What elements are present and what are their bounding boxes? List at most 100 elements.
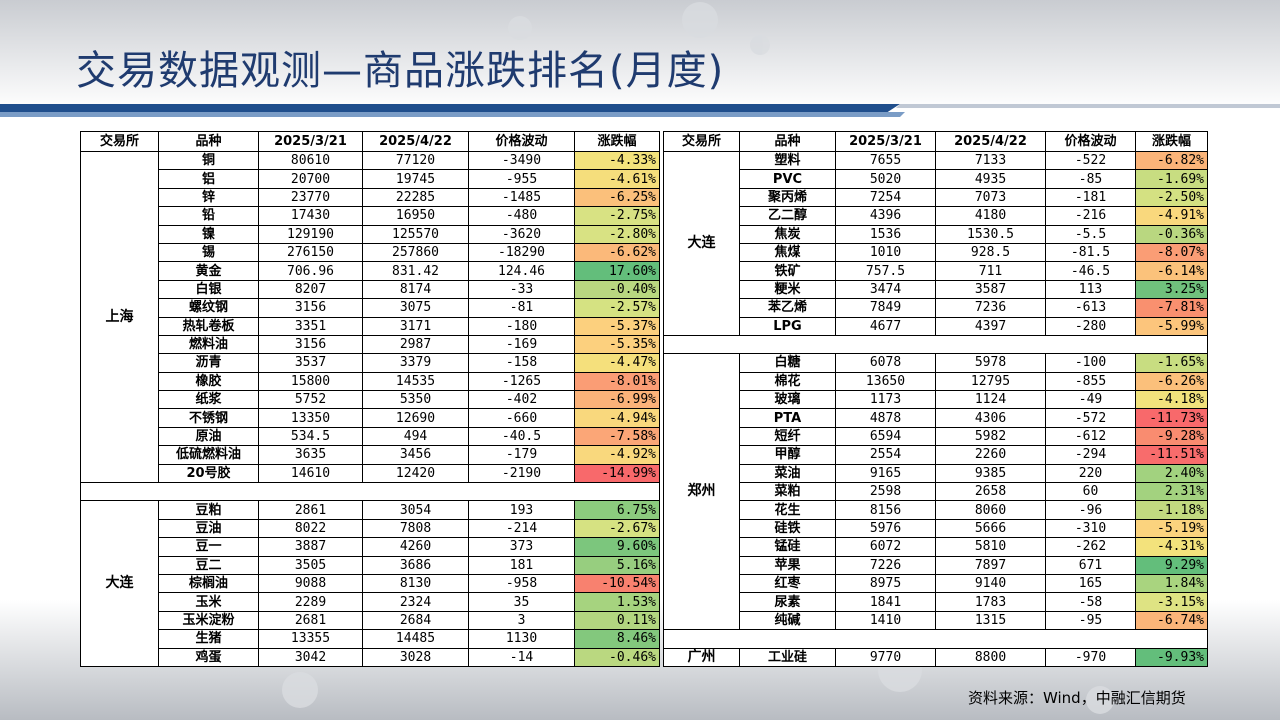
price-diff-cell: -180 xyxy=(468,316,575,336)
price-date2-cell: 3171 xyxy=(362,316,469,336)
price-date2-cell: 5810 xyxy=(935,537,1046,557)
price-date1-cell: 3351 xyxy=(258,316,363,336)
product-cell: 豆二 xyxy=(158,555,259,575)
table-row: 沥青 3537 3379 -158 -4.47% xyxy=(81,353,660,373)
price-date1-cell: 13650 xyxy=(835,371,936,392)
product-cell: 红枣 xyxy=(739,573,836,594)
product-cell: 铅 xyxy=(158,206,259,226)
product-cell: 粳米 xyxy=(739,279,836,300)
price-date2-cell: 4260 xyxy=(362,537,469,557)
price-diff-cell: -169 xyxy=(468,334,575,355)
table-header-row: 交易所 品种 2025/3/21 2025/4/22 价格波动 涨跌幅 xyxy=(80,131,660,152)
header-product: 品种 xyxy=(739,131,836,152)
price-date1-cell: 7254 xyxy=(835,187,936,208)
price-date1-cell: 8156 xyxy=(835,500,936,520)
table-row: 大连 豆粕 2861 3054 193 6.75% xyxy=(80,500,660,667)
table-row: 苹果 7226 7897 671 9.29% xyxy=(664,555,1208,575)
price-diff-cell: -310 xyxy=(1045,518,1136,539)
price-date2-cell: 3686 xyxy=(362,555,469,575)
price-diff-cell: -158 xyxy=(468,353,575,373)
price-diff-cell: -49 xyxy=(1045,390,1136,410)
table-row: 铁矿 757.5 711 -46.5 -6.14% xyxy=(664,261,1208,281)
product-cell: 菜油 xyxy=(739,463,836,484)
header-pct: 涨跌幅 xyxy=(574,131,660,152)
change-pct-cell: -4.31% xyxy=(1135,537,1208,557)
change-pct-cell: -9.28% xyxy=(1135,426,1208,447)
price-diff-cell: 124.46 xyxy=(468,261,575,281)
product-cell: 白银 xyxy=(158,279,259,300)
price-date1-cell: 1410 xyxy=(835,610,936,631)
product-cell: 镍 xyxy=(158,224,259,244)
price-date2-cell: 2987 xyxy=(362,334,469,355)
price-date1-cell: 534.5 xyxy=(258,426,363,447)
price-diff-cell: -2190 xyxy=(468,463,575,484)
table-row: 生猪 13355 14485 1130 8.46% xyxy=(81,629,660,649)
product-cell: 20号胶 xyxy=(158,463,259,484)
product-cell: 玉米淀粉 xyxy=(158,610,259,631)
change-pct-cell: -4.47% xyxy=(574,353,660,373)
table-row: 橡胶 15800 14535 -1265 -8.01% xyxy=(81,371,660,392)
price-date2-cell: 3379 xyxy=(362,353,469,373)
price-date1-cell: 8975 xyxy=(835,573,936,594)
price-date2-cell: 2658 xyxy=(935,482,1046,502)
table-row: 20号胶 14610 12420 -2190 -14.99% xyxy=(81,463,660,484)
price-diff-cell: -480 xyxy=(468,206,575,226)
exchange-cell: 大连 xyxy=(663,151,740,336)
product-cell: 棕榈油 xyxy=(158,573,259,594)
price-date1-cell: 3635 xyxy=(258,445,363,465)
price-date2-cell: 257860 xyxy=(362,242,469,263)
price-diff-cell: -214 xyxy=(468,518,575,539)
table-row: 棕榈油 9088 8130 -958 -10.54% xyxy=(81,573,660,594)
price-date2-cell: 5978 xyxy=(935,353,1046,373)
table-row: 锡 276150 257860 -18290 -6.62% xyxy=(81,242,660,263)
change-pct-cell: -5.19% xyxy=(1135,518,1208,539)
price-date1-cell: 20700 xyxy=(258,169,363,189)
right-commodity-table: 交易所 品种 2025/3/21 2025/4/22 价格波动 涨跌幅 大连 塑料… xyxy=(663,131,1208,667)
price-diff-cell: -958 xyxy=(468,573,575,594)
change-pct-cell: 1.84% xyxy=(1135,573,1208,594)
product-cell: 锡 xyxy=(158,242,259,263)
price-date1-cell: 3887 xyxy=(258,537,363,557)
price-date2-cell: 1124 xyxy=(935,390,1046,410)
table-row: 豆油 8022 7808 -214 -2.67% xyxy=(81,518,660,539)
price-date1-cell: 706.96 xyxy=(258,261,363,281)
price-date2-cell: 5982 xyxy=(935,426,1046,447)
price-date2-cell: 1315 xyxy=(935,610,1046,631)
price-diff-cell: -613 xyxy=(1045,298,1136,318)
change-pct-cell: -0.46% xyxy=(574,647,660,667)
change-pct-cell: -2.57% xyxy=(574,298,660,318)
price-diff-cell: -181 xyxy=(1045,187,1136,208)
table-row: 菜粕 2598 2658 60 2.31% xyxy=(664,482,1208,502)
price-date1-cell: 4677 xyxy=(835,316,936,336)
price-date2-cell: 3456 xyxy=(362,445,469,465)
product-cell: 豆一 xyxy=(158,537,259,557)
change-pct-cell: -6.82% xyxy=(1135,150,1208,171)
product-cell: 纯碱 xyxy=(739,610,836,631)
change-pct-cell: -7.58% xyxy=(574,426,660,447)
product-cell: 锌 xyxy=(158,187,259,208)
change-pct-cell: -9.93% xyxy=(1135,647,1208,667)
price-date1-cell: 9770 xyxy=(835,647,936,667)
price-diff-cell: -1265 xyxy=(468,371,575,392)
change-pct-cell: -7.81% xyxy=(1135,298,1208,318)
price-diff-cell: -33 xyxy=(468,279,575,300)
change-pct-cell: -6.25% xyxy=(574,187,660,208)
price-date1-cell: 2554 xyxy=(835,445,936,465)
table-row: 铝 20700 19745 -955 -4.61% xyxy=(81,169,660,189)
change-pct-cell: -6.14% xyxy=(1135,261,1208,281)
product-cell: 铜 xyxy=(158,150,259,171)
price-diff-cell: 220 xyxy=(1045,463,1136,484)
table-row: 焦炭 1536 1530.5 -5.5 -0.36% xyxy=(664,224,1208,244)
header-pct: 涨跌幅 xyxy=(1135,131,1208,152)
price-diff-cell: -660 xyxy=(468,408,575,428)
price-diff-cell: -85 xyxy=(1045,169,1136,189)
price-date2-cell: 125570 xyxy=(362,224,469,244)
product-cell: 短纤 xyxy=(739,426,836,447)
header-product: 品种 xyxy=(158,131,259,152)
change-pct-cell: 9.29% xyxy=(1135,555,1208,575)
price-date2-cell: 5666 xyxy=(935,518,1046,539)
price-date2-cell: 831.42 xyxy=(362,261,469,281)
price-date1-cell: 8022 xyxy=(258,518,363,539)
price-diff-cell: -294 xyxy=(1045,445,1136,465)
price-date1-cell: 17430 xyxy=(258,206,363,226)
